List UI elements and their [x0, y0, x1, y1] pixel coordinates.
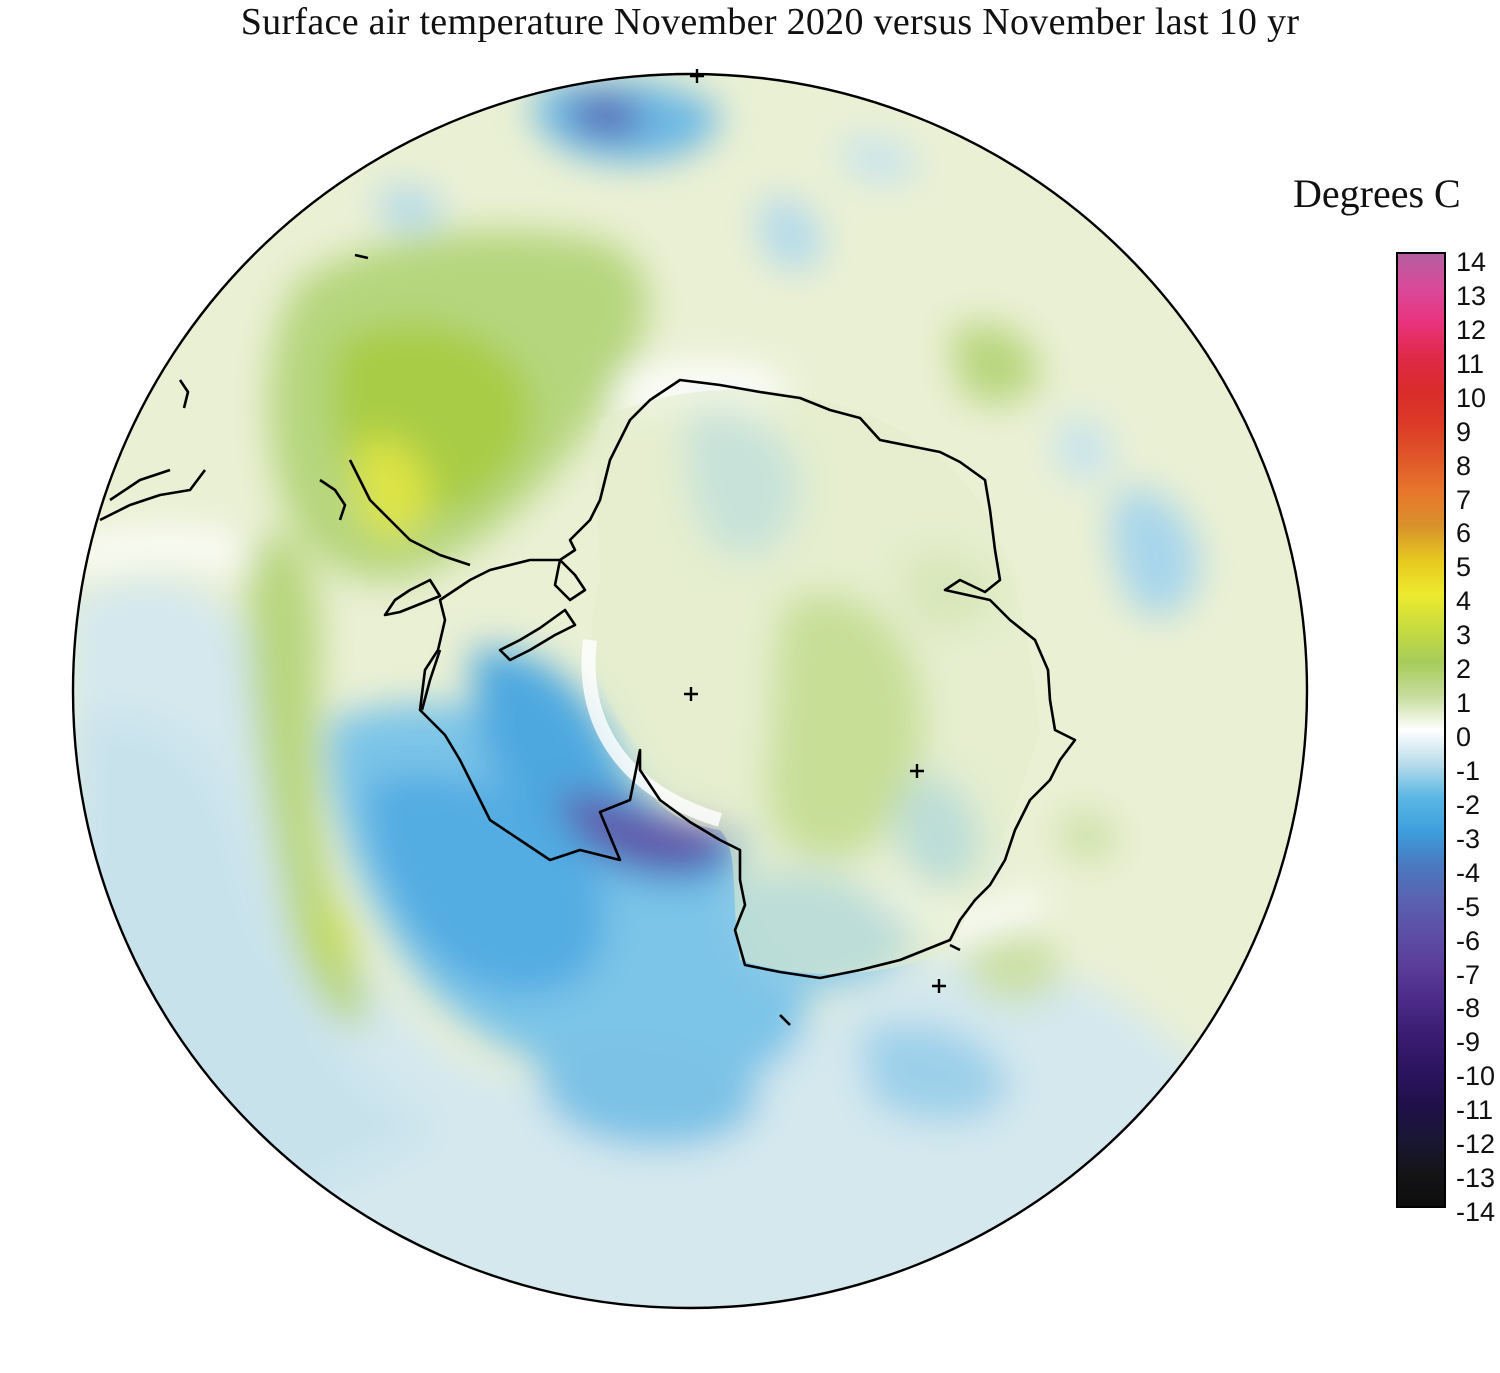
colorbar-tick-label: -10: [1456, 1061, 1496, 1092]
colorbar-tick-label: 5: [1456, 552, 1472, 583]
colorbar-tick-label: 2: [1456, 654, 1472, 685]
polar-map: [71, 69, 1309, 1310]
colorbar-tick-label: 1: [1456, 688, 1472, 719]
colorbar: [1396, 252, 1446, 1208]
colorbar-tick-label: 7: [1456, 484, 1472, 515]
map-boundary: [71, 72, 1309, 1310]
colorbar-tick-label: 10: [1456, 382, 1487, 413]
colorbar-tick-label: 3: [1456, 620, 1472, 651]
colorbar-tick-label: 4: [1456, 586, 1472, 617]
station-marker: [932, 979, 946, 993]
colorbar-tick-label: -6: [1456, 925, 1481, 956]
colorbar-tick-label: -3: [1456, 823, 1481, 854]
map-title: Surface air temperature November 2020 ve…: [240, 1, 1300, 43]
pole-markers: [684, 69, 946, 993]
colorbar-tick-label: -5: [1456, 891, 1481, 922]
colorbar-tick-label: -2: [1456, 789, 1481, 820]
colorbar-tick-label: -7: [1456, 959, 1481, 990]
colorbar-tick-label: -13: [1456, 1163, 1496, 1194]
colorbar-tick-label: 8: [1456, 450, 1472, 481]
colorbar-tick-label: -4: [1456, 857, 1481, 888]
colorbar-tick-label: -8: [1456, 993, 1481, 1024]
station-marker: [910, 764, 924, 778]
colorbar-tick-label: 13: [1456, 280, 1487, 311]
colorbar-tick-label: 6: [1456, 518, 1472, 549]
colorbar-tick-label: -11: [1456, 1095, 1494, 1126]
anomaly-field: [73, 74, 1307, 1308]
colorbar-tick-label: 9: [1456, 416, 1472, 447]
south-pole-marker: [684, 687, 698, 701]
colorbar-tick-label: -9: [1456, 1027, 1481, 1058]
colorbar-tick-label: 14: [1456, 247, 1487, 277]
colorbar-tick-label: 11: [1456, 348, 1485, 379]
colorbar-tick-label: -1: [1456, 755, 1481, 786]
coastline: [99, 253, 1077, 1026]
colorbar-tick-label: -12: [1456, 1129, 1496, 1160]
colorbar-units-label: Degrees C: [1293, 171, 1461, 216]
colorbar-tick-label: 0: [1456, 722, 1472, 752]
colorbar-tick-label: 12: [1456, 314, 1487, 345]
station-marker: [690, 69, 704, 83]
colorbar-tick-label: -14: [1456, 1197, 1496, 1227]
